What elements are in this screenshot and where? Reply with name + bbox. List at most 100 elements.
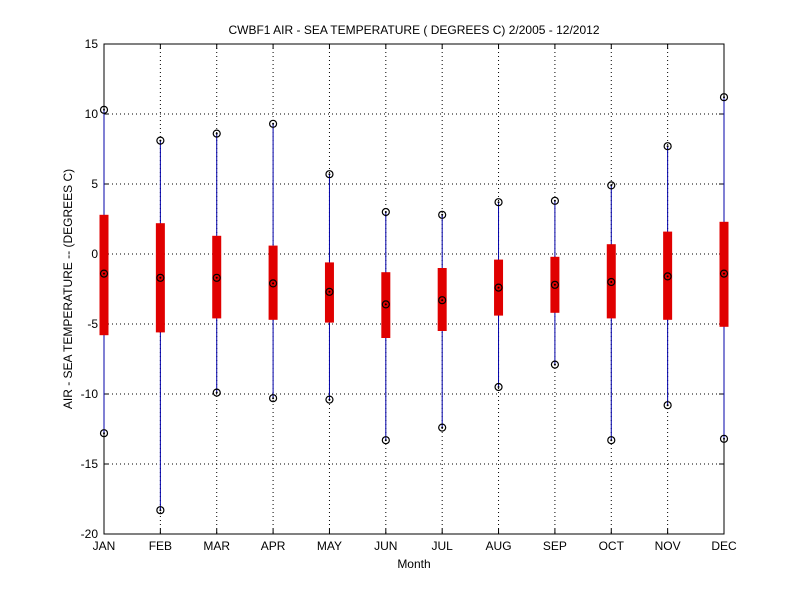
max-marker-dot-feb [159,139,162,142]
box-group-may [324,170,334,404]
max-marker-dot-oct [610,184,613,187]
min-marker-dot-jun [384,439,387,442]
median-marker-jul [438,296,447,305]
box-group-dec [719,93,729,443]
min-marker-dot-feb [159,509,162,512]
max-marker-aug [494,198,503,207]
min-marker-dot-may [328,398,331,401]
min-marker-jan [99,429,109,438]
min-marker-mar [212,388,221,397]
max-marker-dot-apr [272,122,275,125]
median-marker-nov [663,272,672,281]
y-tick-label: 15 [85,37,99,51]
min-marker-nov [663,401,672,410]
median-marker-oct [607,277,616,287]
box-group-sep [550,196,560,369]
median-marker-apr [268,279,278,288]
min-marker-dot-oct [610,439,613,442]
x-tick-label-apr: APR [261,539,286,553]
min-marker-jul [438,423,447,432]
box-group-jul [437,210,447,432]
max-marker-may [325,170,334,179]
median-marker-dot-jul [441,299,444,302]
y-tick-label: -15 [81,457,99,471]
min-marker-may [325,395,334,404]
box-group-feb [155,136,165,515]
max-marker-dot-jun [384,211,387,213]
median-marker-aug [494,283,503,292]
box-group-apr [268,119,278,403]
x-tick-label-jun: JUN [374,539,397,553]
min-marker-jun [381,436,390,445]
min-marker-dot-jul [441,426,444,429]
median-marker-dot-aug [497,286,500,289]
x-tick-label-feb: FEB [149,539,172,553]
iqr-box-jan [99,214,109,336]
median-marker-may [325,287,334,296]
max-marker-oct [607,181,616,190]
y-tick-label: 5 [91,177,98,191]
y-tick-label: 10 [85,107,99,121]
median-marker-feb [156,273,165,282]
median-marker-jun [381,300,390,309]
y-axis-title: AIR - SEA TEMPERATURE -- (DEGREES C) [61,169,75,409]
max-marker-apr [268,119,278,128]
max-marker-dot-nov [666,145,669,148]
median-marker-dot-oct [610,281,613,283]
min-marker-dot-apr [272,397,275,400]
max-marker-dot-may [328,173,331,176]
max-marker-sep [550,196,560,205]
min-marker-dot-aug [497,386,500,388]
min-marker-dot-jan [103,432,105,435]
median-marker-dot-may [328,290,331,293]
x-tick-label-jan: JAN [93,539,116,553]
x-axis-title: Month [397,557,430,571]
x-tick-label-oct: OCT [599,539,625,553]
x-tick-label-dec: DEC [711,539,737,553]
median-marker-dot-dec [723,272,725,275]
max-marker-nov [663,142,672,151]
min-marker-aug [494,382,503,392]
max-marker-dot-jan [103,108,105,111]
x-tick-label-sep: SEP [543,539,567,553]
max-marker-dot-aug [497,201,500,204]
median-marker-dot-jan [103,272,105,275]
box-group-oct [606,181,616,445]
median-marker-dot-sep [553,283,556,286]
median-marker-mar [212,273,221,282]
median-marker-dot-feb [159,276,162,279]
box-group-jan [99,105,109,438]
min-marker-feb [156,506,165,515]
min-marker-oct [607,436,616,445]
median-marker-dot-apr [272,282,275,285]
tick-labels: -20 -15 -10 -5 0 5 10 15 JAN FEB MAR APR MAY JUN JUL AU… [81,37,737,553]
max-marker-dec [719,93,729,102]
max-marker-dot-dec [723,96,725,99]
x-tick-label-may: MAY [317,539,342,553]
median-marker-dot-mar [215,276,218,279]
y-tick-label: -10 [81,387,99,401]
box-group-nov [663,142,673,410]
max-marker-dot-jul [441,213,444,216]
median-marker-jan [99,269,109,278]
min-marker-dot-mar [215,391,218,394]
chart-title: CWBF1 AIR - SEA TEMPERATURE ( DEGREES C)… [228,23,599,37]
y-tick-label: -5 [87,317,98,331]
max-marker-dot-mar [215,132,218,135]
min-marker-dot-nov [666,404,669,407]
min-marker-dec [719,434,729,443]
y-tick-label: -20 [81,527,99,541]
min-marker-dot-dec [723,437,725,440]
max-marker-jun [381,207,390,217]
x-tick-label-mar: MAR [203,539,230,553]
box-marks [99,93,729,515]
min-marker-sep [550,360,560,369]
box-group-jun [381,207,391,445]
max-marker-feb [156,136,165,145]
max-marker-dot-sep [553,199,556,202]
min-marker-dot-sep [553,363,556,366]
x-tick-label-jul: JUL [432,539,454,553]
max-marker-jul [438,210,447,219]
